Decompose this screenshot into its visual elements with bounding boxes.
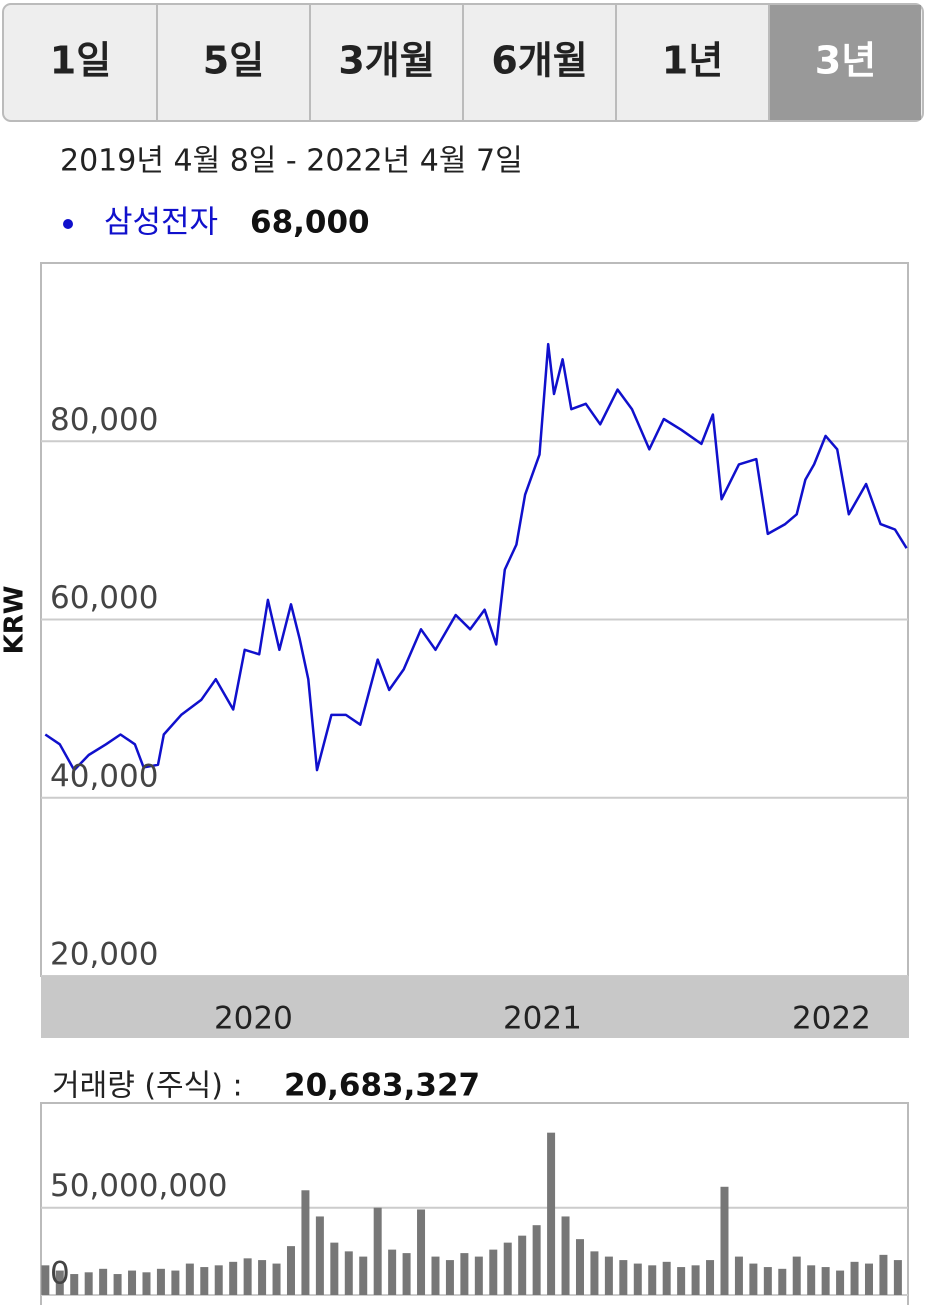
volume-bar: [402, 1253, 411, 1295]
volume-bar: [417, 1209, 426, 1295]
volume-bar: [706, 1260, 715, 1295]
volume-bar: [532, 1225, 541, 1295]
volume-bar: [359, 1256, 368, 1295]
volume-bar: [200, 1267, 209, 1295]
volume-bar: [518, 1235, 527, 1295]
volume-bar: [344, 1251, 353, 1295]
volume-bar: [778, 1268, 787, 1295]
tab[interactable]: 3개월: [338, 39, 434, 83]
volume-bar: [445, 1260, 454, 1295]
volume-bar: [720, 1186, 729, 1295]
y-tick-label: 60,000: [50, 580, 158, 616]
tab[interactable]: 3년: [815, 39, 876, 83]
y-tick-label: 20,000: [50, 937, 158, 973]
tab[interactable]: 1일: [50, 39, 111, 83]
tab-active-bg: [769, 5, 921, 120]
volume-bar: [113, 1274, 122, 1295]
volume-bar: [301, 1190, 310, 1295]
tab[interactable]: 6개월: [491, 39, 587, 83]
volume-bar: [807, 1265, 816, 1295]
volume-bar: [590, 1251, 599, 1295]
volume-bar: [431, 1256, 440, 1295]
volume-bar: [619, 1260, 628, 1295]
volume-bar: [156, 1268, 165, 1295]
volume-bar: [864, 1263, 873, 1295]
volume-bar: [214, 1265, 223, 1295]
volume-bar: [879, 1254, 888, 1295]
x-tick-label: 2020: [214, 1001, 293, 1037]
tab[interactable]: 1년: [662, 39, 723, 83]
x-tick-label: 2022: [792, 1001, 871, 1037]
volume-bar: [315, 1216, 324, 1295]
volume-bar: [229, 1261, 238, 1295]
current-value: 68,000: [250, 205, 370, 241]
x-axis-band: [41, 976, 909, 1038]
plot-area: [40, 1102, 909, 1305]
volume-bar: [836, 1270, 845, 1295]
volume-bar: [561, 1216, 570, 1295]
y-tick-label: 0: [50, 1256, 70, 1292]
y-tick-label: 40,000: [50, 758, 158, 794]
volume-bar: [243, 1258, 252, 1295]
volume-bar: [821, 1267, 830, 1295]
volume-bar: [99, 1268, 108, 1295]
volume-bar: [128, 1270, 137, 1295]
volume-bar: [633, 1263, 642, 1295]
y-axis-label: KRW: [0, 586, 30, 655]
y-tick-label: 80,000: [50, 402, 158, 438]
volume-bar: [258, 1260, 267, 1295]
volume-bar: [503, 1242, 512, 1295]
volume-bar: [70, 1274, 79, 1295]
volume-bar: [547, 1132, 556, 1295]
tab[interactable]: 5일: [203, 39, 264, 83]
volume-bar: [55, 1270, 64, 1295]
legend-dot: [63, 219, 73, 229]
volume-bar: [691, 1265, 700, 1295]
volume-bar: [171, 1270, 180, 1295]
volume-bar: [734, 1256, 743, 1295]
volume-bar: [388, 1249, 397, 1295]
volume-bar: [84, 1272, 93, 1295]
date-range: 2019년 4월 8일 - 2022년 4월 7일: [60, 144, 523, 179]
volume-bar: [792, 1256, 801, 1295]
volume-bar: [474, 1256, 483, 1295]
volume-bar: [604, 1256, 613, 1295]
current-volume: 20,683,327: [284, 1068, 480, 1104]
volume-bar: [763, 1267, 772, 1295]
volume-bar: [648, 1265, 657, 1295]
volume-bar: [142, 1272, 151, 1295]
volume-bar: [460, 1253, 469, 1295]
y-tick-label: 50,000,000: [50, 1168, 228, 1204]
volume-bar: [662, 1261, 671, 1295]
legend-name: 삼성전자: [104, 205, 218, 241]
volume-bar: [575, 1239, 584, 1295]
volume-bar: [893, 1260, 902, 1295]
volume-label: 거래량 (주식) :: [52, 1069, 243, 1104]
volume-bar: [749, 1263, 758, 1295]
x-tick-label: 2021: [503, 1001, 582, 1037]
volume-bar: [373, 1207, 382, 1295]
volume-bar: [330, 1242, 339, 1295]
volume-bar: [286, 1246, 295, 1295]
volume-bar: [272, 1263, 281, 1295]
volume-bar: [185, 1263, 194, 1295]
volume-bar: [41, 1265, 50, 1295]
volume-bar: [677, 1267, 686, 1295]
price-line: [44, 342, 908, 772]
volume-bar: [850, 1261, 859, 1295]
volume-bar: [489, 1249, 498, 1295]
